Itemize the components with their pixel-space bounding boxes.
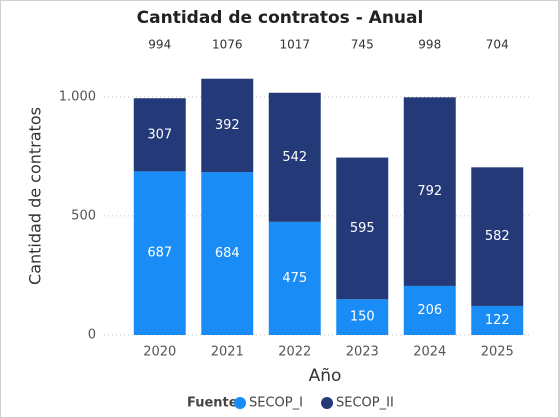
value-label: 392 [215,118,240,133]
bar-segment [336,157,389,300]
y-tick-label: 1.000 [59,89,96,104]
y-tick-label: 0 [88,328,96,343]
total-label: 745 [351,38,374,52]
legend-label: SECOP_I [249,396,303,411]
bar-segment [133,171,186,335]
value-label: 687 [147,246,172,261]
value-label: 307 [147,127,172,142]
bar-segment [403,285,456,335]
bar-segment [133,98,186,172]
x-tick-label: 2023 [346,345,379,360]
bar-segment [201,78,254,173]
total-label: 704 [486,38,509,52]
legend-title: Fuente [187,396,238,411]
value-label: 542 [282,150,307,165]
value-label: 792 [417,184,442,199]
legend-swatch [321,397,333,409]
value-label: 150 [350,310,375,325]
y-axis-label: Cantidad de contratos [26,107,45,285]
bar-segment [471,167,524,306]
bar-segment [471,305,524,335]
x-axis-label: Año [309,366,342,386]
value-label: 582 [485,229,510,244]
bar-segment [201,172,254,335]
total-label: 1076 [212,38,243,52]
value-label: 475 [282,271,307,286]
value-label: 684 [215,246,240,261]
value-label: 595 [350,221,375,236]
x-tick-label: 2024 [413,345,446,360]
x-tick-label: 2020 [143,345,176,360]
legend-label: SECOP_II [336,396,394,411]
value-label: 206 [417,303,442,318]
x-tick-label: 2021 [211,345,244,360]
legend-swatch [234,397,246,409]
bar-segment [268,221,321,335]
x-tick-label: 2022 [278,345,311,360]
value-label: 122 [485,313,510,328]
total-label: 1017 [279,38,310,52]
total-label: 998 [418,38,441,52]
bar-segment [336,299,389,335]
bar-segment [403,97,456,286]
chart-title: Cantidad de contratos - Anual [137,8,424,28]
y-tick-label: 500 [71,208,96,223]
bar-segment [268,92,321,222]
x-tick-label: 2025 [481,345,514,360]
total-label: 994 [148,38,171,52]
